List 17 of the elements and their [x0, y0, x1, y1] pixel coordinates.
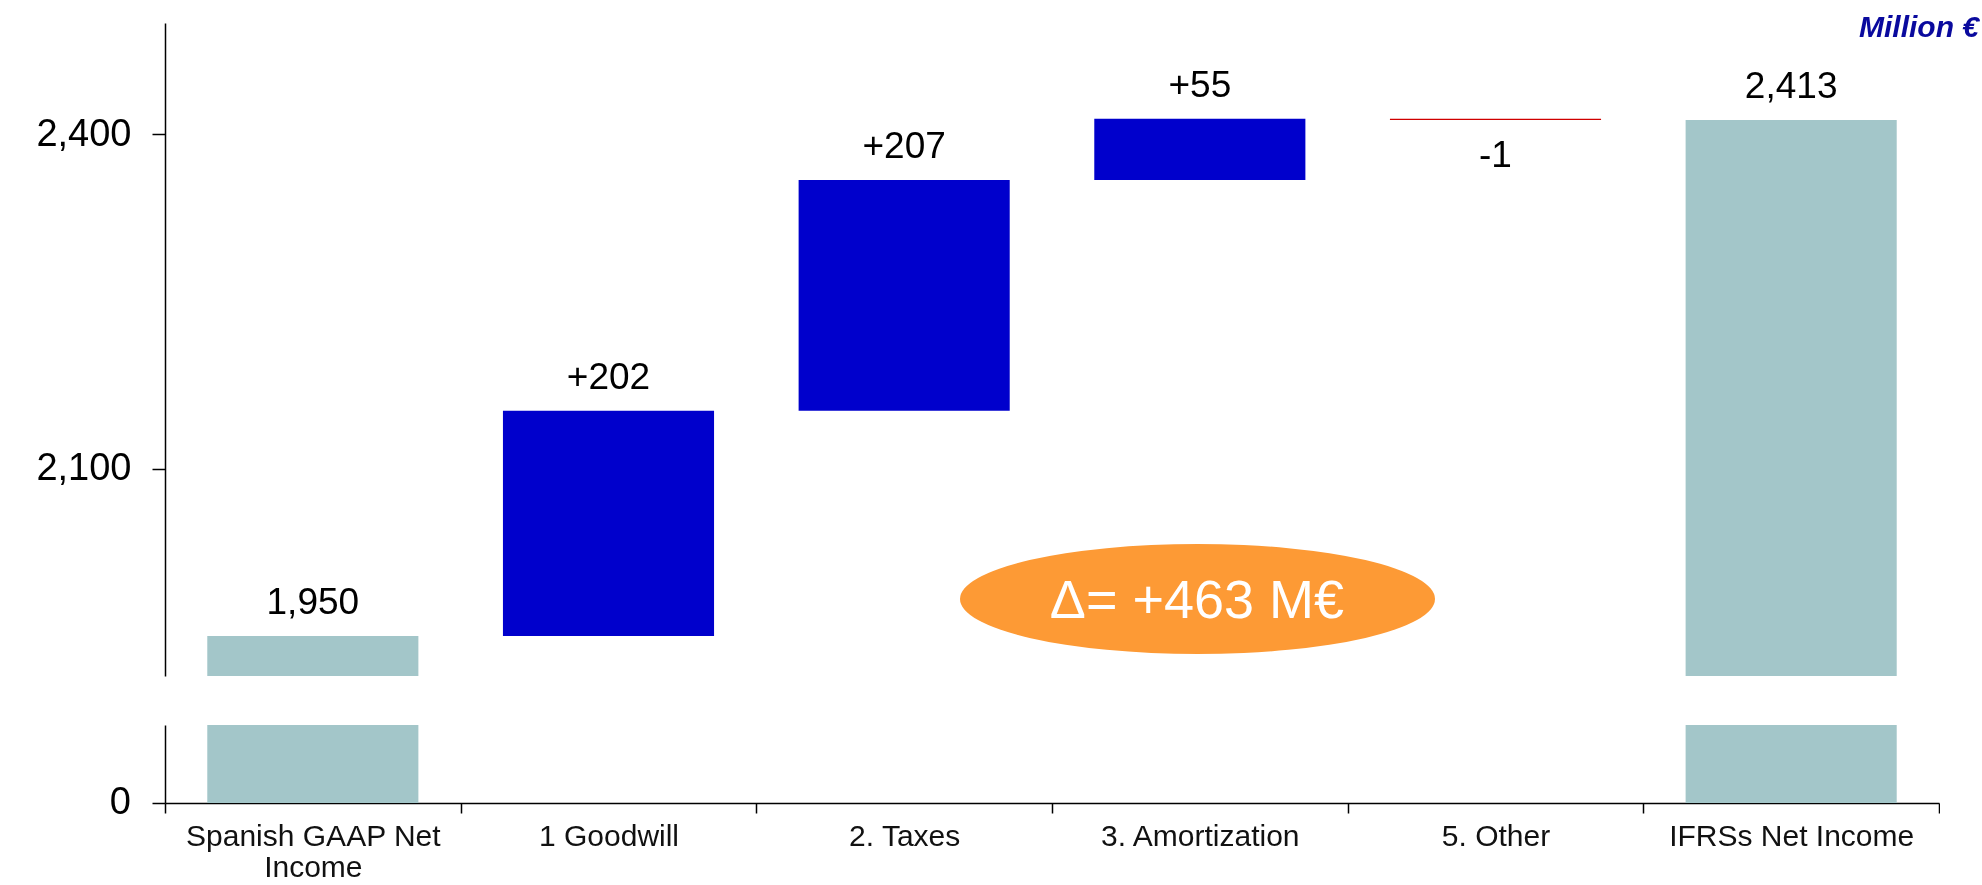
- y-tick-label: 2,100: [36, 446, 132, 489]
- text: 0: [109, 780, 131, 822]
- x-tick-label: IFRSs Net Income: [1669, 818, 1915, 852]
- annotation: Δ= +463 M€: [1049, 569, 1345, 629]
- annotation: Million €: [1859, 10, 1979, 43]
- x-tick-label: 1 Goodwill: [538, 818, 680, 852]
- data-label: 1,950: [266, 580, 360, 622]
- data-label: +55: [1168, 63, 1232, 105]
- data-label: +207: [862, 125, 946, 167]
- x-tick-label: Spanish GAAP Net Income: [186, 818, 442, 883]
- data-label: +202: [566, 355, 651, 397]
- x-tick-label: 2. Taxes: [849, 818, 961, 852]
- data-label: 2,413: [1744, 64, 1838, 106]
- y-tick-label: 2,400: [36, 111, 132, 154]
- x-tick-label: 3. Amortization: [1101, 818, 1300, 852]
- data-label: -1: [1479, 133, 1512, 175]
- x-tick-label: 5. Other: [1441, 818, 1551, 852]
